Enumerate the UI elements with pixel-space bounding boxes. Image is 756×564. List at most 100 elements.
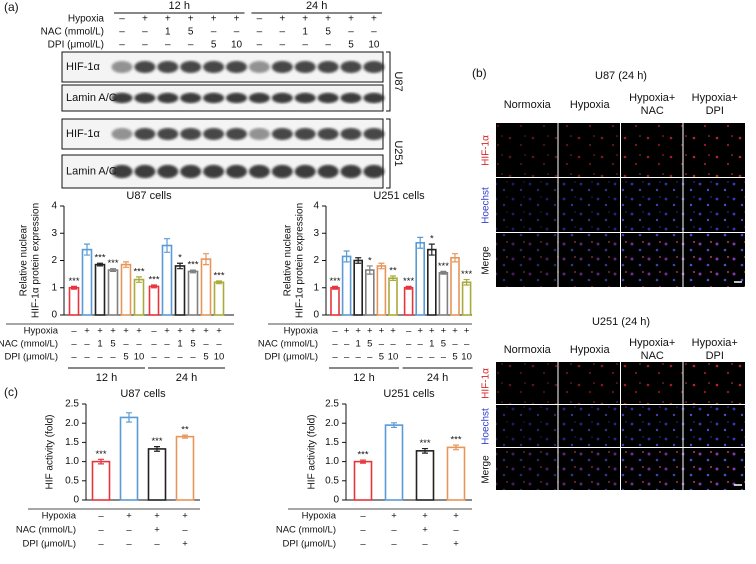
- row-label: Hoechst: [481, 187, 492, 224]
- condition-value: +: [355, 326, 361, 337]
- blot-band: [180, 61, 202, 73]
- chart-title: U251 cells: [373, 190, 425, 202]
- condition-value: 5: [441, 339, 446, 350]
- blot-band: [226, 61, 247, 73]
- condition-value: –: [164, 339, 170, 350]
- error-bar: [136, 276, 142, 283]
- condition-value: 5: [110, 339, 115, 350]
- condition-value: 5: [379, 352, 384, 363]
- micrograph-signal: [621, 178, 683, 232]
- bar: [341, 255, 352, 316]
- blot-band: [340, 128, 362, 140]
- condition-value: 10: [368, 40, 380, 51]
- condition-value: –: [390, 339, 396, 350]
- blot-band: [271, 164, 293, 179]
- y-tick-label: 1.0: [325, 456, 339, 467]
- error-bar: [463, 278, 470, 286]
- condition-value: +: [452, 326, 458, 337]
- column-header: Hypoxia+: [629, 337, 675, 349]
- error-bar: [190, 269, 196, 274]
- cell-line-label: U87: [392, 71, 404, 91]
- condition-value: +: [390, 326, 396, 337]
- group-label: 12 h: [96, 372, 117, 384]
- condition-value: –: [182, 525, 188, 536]
- bar: [426, 248, 437, 316]
- condition-value: +: [154, 511, 160, 522]
- condition-value: +: [216, 326, 222, 337]
- blot-band: [226, 92, 247, 104]
- blot-band: [111, 92, 133, 104]
- significance-label: ***: [403, 276, 414, 287]
- error-bar: [97, 262, 103, 267]
- y-tick-label: 0.5: [325, 475, 339, 486]
- condition-value: –: [441, 352, 447, 363]
- significance-label: ***: [148, 275, 159, 286]
- condition-value: +: [203, 326, 209, 337]
- column-header: Normoxia: [504, 99, 552, 111]
- condition-value: 5: [367, 339, 372, 350]
- bar: [438, 271, 449, 316]
- blot-band: [317, 128, 339, 140]
- error-bar: [355, 257, 362, 264]
- bracket: [386, 51, 391, 112]
- panel-label: (c): [4, 385, 18, 399]
- significance-label: ***: [187, 260, 198, 271]
- condition-value: –: [151, 339, 157, 350]
- y-axis-label: HIF activity (fold): [45, 414, 56, 489]
- condition-value: –: [453, 525, 459, 536]
- bar: [174, 265, 186, 316]
- blot-band: [248, 164, 270, 179]
- micrograph-signal: [683, 448, 745, 490]
- micrograph-signal: [496, 178, 558, 232]
- group-label: 24 h: [176, 372, 197, 384]
- blot-band: [134, 92, 156, 104]
- y-tick-label: 4: [51, 201, 57, 212]
- error-bar: [110, 268, 116, 272]
- condition-label: Hypoxia: [24, 326, 59, 337]
- condition-value: –: [348, 27, 354, 38]
- significance-label: **: [389, 266, 397, 277]
- condition-value: +: [348, 14, 354, 25]
- micrograph-signal: [558, 123, 620, 177]
- bar: [364, 269, 375, 316]
- micrograph-signal: [496, 448, 558, 490]
- blot-band: [271, 61, 293, 73]
- condition-value: –: [98, 511, 104, 522]
- condition-value: +: [429, 326, 435, 337]
- condition-value: 10: [231, 40, 243, 51]
- condition-value: –: [360, 525, 366, 536]
- error-bar: [452, 253, 458, 263]
- bar: [384, 424, 404, 501]
- column-header: Hypoxia+: [692, 337, 738, 349]
- condition-value: +: [123, 326, 129, 337]
- condition-value: –: [211, 27, 217, 38]
- y-tick-label: 0: [51, 310, 57, 321]
- panel-title: U87 (24 h): [595, 70, 647, 82]
- blot-band: [203, 92, 225, 104]
- bar: [81, 248, 93, 316]
- condition-label: NAC (mmol/L): [0, 339, 58, 350]
- cell-line-label: U251: [392, 140, 404, 166]
- significance-label: ***: [450, 435, 461, 446]
- y-tick-label: 2.5: [325, 399, 339, 410]
- condition-value: –: [464, 339, 470, 350]
- condition-value: –: [332, 339, 338, 350]
- error-bar: [151, 284, 157, 289]
- condition-value: +: [371, 14, 377, 25]
- bar: [450, 256, 460, 316]
- blot-band: [157, 92, 179, 104]
- significance-label: ***: [357, 450, 368, 461]
- significance-label: ***: [213, 270, 224, 281]
- condition-value: –: [98, 525, 104, 536]
- condition-label: NAC (mmol/L): [41, 27, 104, 38]
- condition-value: +: [165, 14, 171, 25]
- significance-label: ***: [438, 261, 449, 272]
- condition-value: –: [216, 339, 222, 350]
- condition-value: –: [280, 27, 286, 38]
- y-axis-label: HIF-1α protein expression: [31, 203, 42, 318]
- blot-band: [271, 128, 293, 140]
- blot-band: [248, 128, 270, 140]
- y-tick-label: 1.5: [65, 437, 79, 448]
- bar: [330, 286, 340, 316]
